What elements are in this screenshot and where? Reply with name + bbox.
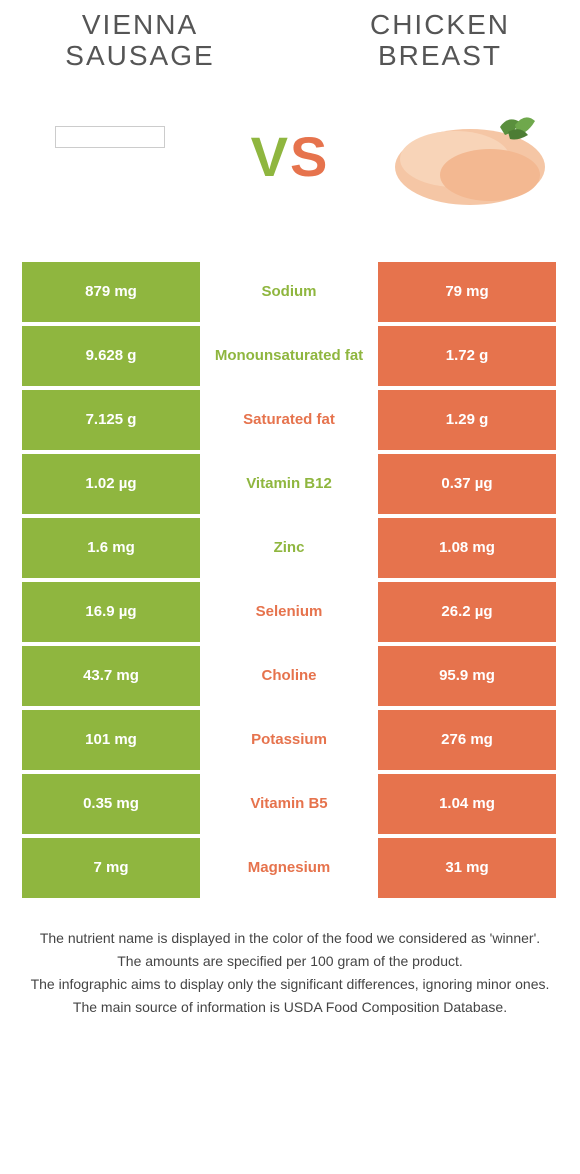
table-row: 7.125 gSaturated fat1.29 g: [22, 390, 558, 450]
nutrient-label: Vitamin B5: [200, 774, 378, 834]
chicken-breast-icon: [380, 97, 560, 217]
right-value: 0.37 µg: [378, 454, 556, 514]
left-value: 1.02 µg: [22, 454, 200, 514]
left-value: 43.7 mg: [22, 646, 200, 706]
vs-label: VS: [251, 124, 330, 189]
left-value: 16.9 µg: [22, 582, 200, 642]
nutrient-label: Choline: [200, 646, 378, 706]
right-value: 31 mg: [378, 838, 556, 898]
table-row: 9.628 gMonounsaturated fat1.72 g: [22, 326, 558, 386]
left-value: 7.125 g: [22, 390, 200, 450]
table-row: 101 mgPotassium276 mg: [22, 710, 558, 770]
table-row: 7 mgMagnesium31 mg: [22, 838, 558, 898]
table-row: 1.6 mgZinc1.08 mg: [22, 518, 558, 578]
nutrient-label: Magnesium: [200, 838, 378, 898]
vs-s: S: [290, 125, 329, 188]
right-value: 276 mg: [378, 710, 556, 770]
table-row: 43.7 mgCholine95.9 mg: [22, 646, 558, 706]
footnote-line: The nutrient name is displayed in the co…: [30, 928, 550, 949]
footnote-line: The infographic aims to display only the…: [30, 974, 550, 995]
right-value: 1.72 g: [378, 326, 556, 386]
table-row: 879 mgSodium79 mg: [22, 262, 558, 322]
table-row: 1.02 µgVitamin B120.37 µg: [22, 454, 558, 514]
placeholder-box: [55, 126, 165, 148]
comparison-header: VIENNA SAUSAGE CHICKEN BREAST: [0, 0, 580, 72]
right-value: 1.08 mg: [378, 518, 556, 578]
nutrient-label: Saturated fat: [200, 390, 378, 450]
food-image-right: [380, 92, 560, 222]
comparison-table: 879 mgSodium79 mg9.628 gMonounsaturated …: [22, 262, 558, 898]
left-value: 9.628 g: [22, 326, 200, 386]
images-row: VS: [0, 72, 580, 262]
food-image-left: [20, 92, 200, 222]
left-value: 1.6 mg: [22, 518, 200, 578]
nutrient-label: Selenium: [200, 582, 378, 642]
food-title-left: VIENNA SAUSAGE: [30, 10, 250, 72]
nutrient-label: Monounsaturated fat: [200, 326, 378, 386]
table-row: 16.9 µgSelenium26.2 µg: [22, 582, 558, 642]
nutrient-label: Vitamin B12: [200, 454, 378, 514]
footnote-line: The main source of information is USDA F…: [30, 997, 550, 1018]
nutrient-label: Zinc: [200, 518, 378, 578]
table-row: 0.35 mgVitamin B51.04 mg: [22, 774, 558, 834]
right-value: 26.2 µg: [378, 582, 556, 642]
footnotes: The nutrient name is displayed in the co…: [0, 928, 580, 1018]
right-value: 1.29 g: [378, 390, 556, 450]
left-value: 101 mg: [22, 710, 200, 770]
left-value: 879 mg: [22, 262, 200, 322]
right-value: 79 mg: [378, 262, 556, 322]
right-value: 95.9 mg: [378, 646, 556, 706]
nutrient-label: Potassium: [200, 710, 378, 770]
right-value: 1.04 mg: [378, 774, 556, 834]
footnote-line: The amounts are specified per 100 gram o…: [30, 951, 550, 972]
food-title-right: CHICKEN BREAST: [330, 10, 550, 72]
vs-v: V: [251, 125, 290, 188]
left-value: 7 mg: [22, 838, 200, 898]
nutrient-label: Sodium: [200, 262, 378, 322]
left-value: 0.35 mg: [22, 774, 200, 834]
